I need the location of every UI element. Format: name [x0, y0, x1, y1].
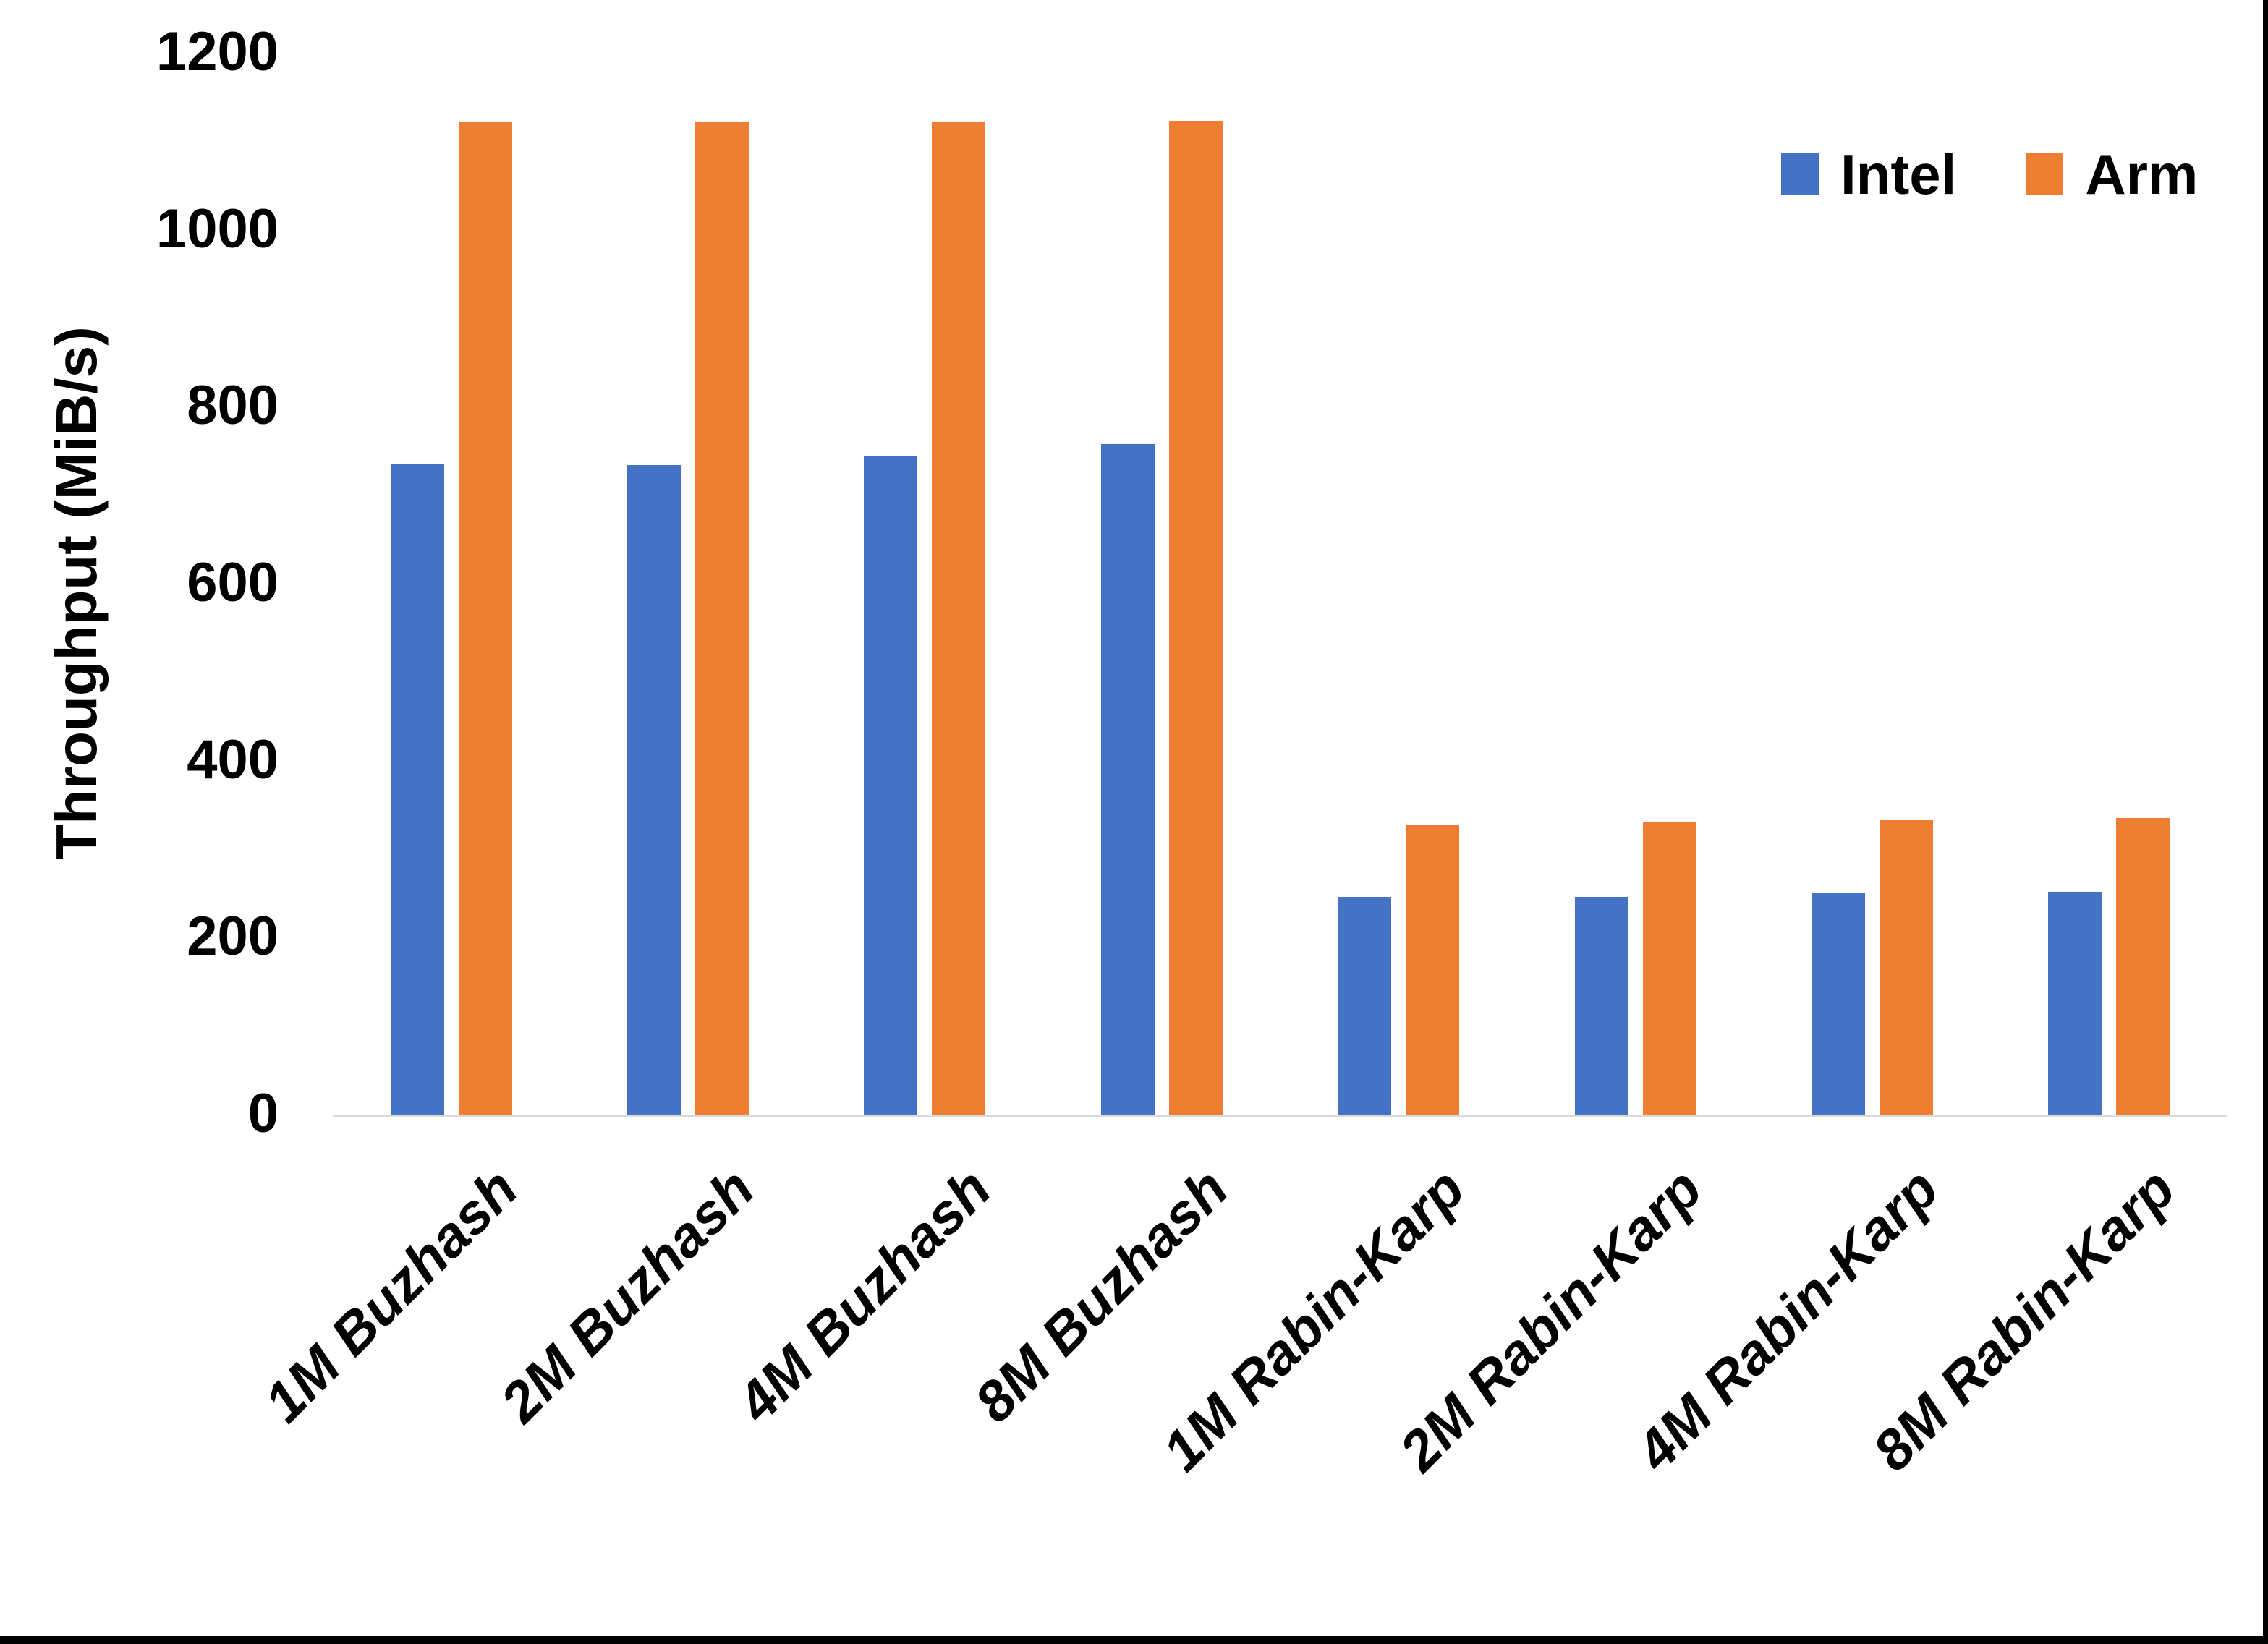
bar-arm-2m-rabin-karp: [1642, 822, 1696, 1115]
bar-arm-4m-rabin-karp: [1879, 819, 1933, 1115]
legend-label-intel: Intel: [1840, 142, 1957, 206]
bar-intel-4m-buzhash: [864, 456, 918, 1115]
legend-item-arm: Arm: [2026, 142, 2198, 208]
bar-arm-8m-buzhash: [1168, 121, 1223, 1115]
bar-arm-2m-buzhash: [695, 122, 749, 1115]
y-axis-tick-label-800: 800: [187, 375, 279, 437]
arm-series-swatch-icon: [2026, 153, 2064, 195]
bar-intel-2m-buzhash: [627, 465, 681, 1115]
bar-intel-1m-rabin-karp: [1338, 897, 1392, 1115]
legend: Intel Arm: [1781, 142, 2198, 207]
bar-intel-2m-rabin-karp: [1574, 897, 1628, 1115]
intel-series-swatch-icon: [1781, 153, 1819, 195]
y-axis-tick-label-0: 0: [247, 1082, 279, 1144]
page-right-border: [2263, 0, 2268, 1644]
legend-label-arm: Arm: [2085, 142, 2199, 206]
y-axis-tick-label-400: 400: [187, 728, 279, 791]
legend-item-intel: Intel: [1781, 142, 1956, 208]
bar-arm-4m-buzhash: [932, 122, 986, 1115]
x-axis-category-label-1m-buzhash: 1M Buzhash: [251, 1156, 530, 1434]
page-bottom-border: [0, 1636, 2268, 1644]
bar-intel-4m-rabin-karp: [1811, 893, 1865, 1115]
y-axis-tick-label-1200: 1200: [156, 20, 279, 82]
y-axis-tick-label-200: 200: [187, 906, 279, 968]
bar-intel-1m-buzhash: [390, 464, 444, 1115]
bar-intel-8m-buzhash: [1100, 443, 1155, 1115]
y-axis-tick-label-600: 600: [187, 551, 279, 613]
bar-intel-8m-rabin-karp: [2048, 891, 2102, 1115]
bar-arm-1m-rabin-karp: [1406, 824, 1460, 1115]
y-axis-tick-label-1000: 1000: [156, 197, 279, 260]
x-axis-line: [333, 1115, 2227, 1117]
bar-arm-1m-buzhash: [458, 122, 512, 1115]
bar-arm-8m-rabin-karp: [2116, 818, 2170, 1115]
